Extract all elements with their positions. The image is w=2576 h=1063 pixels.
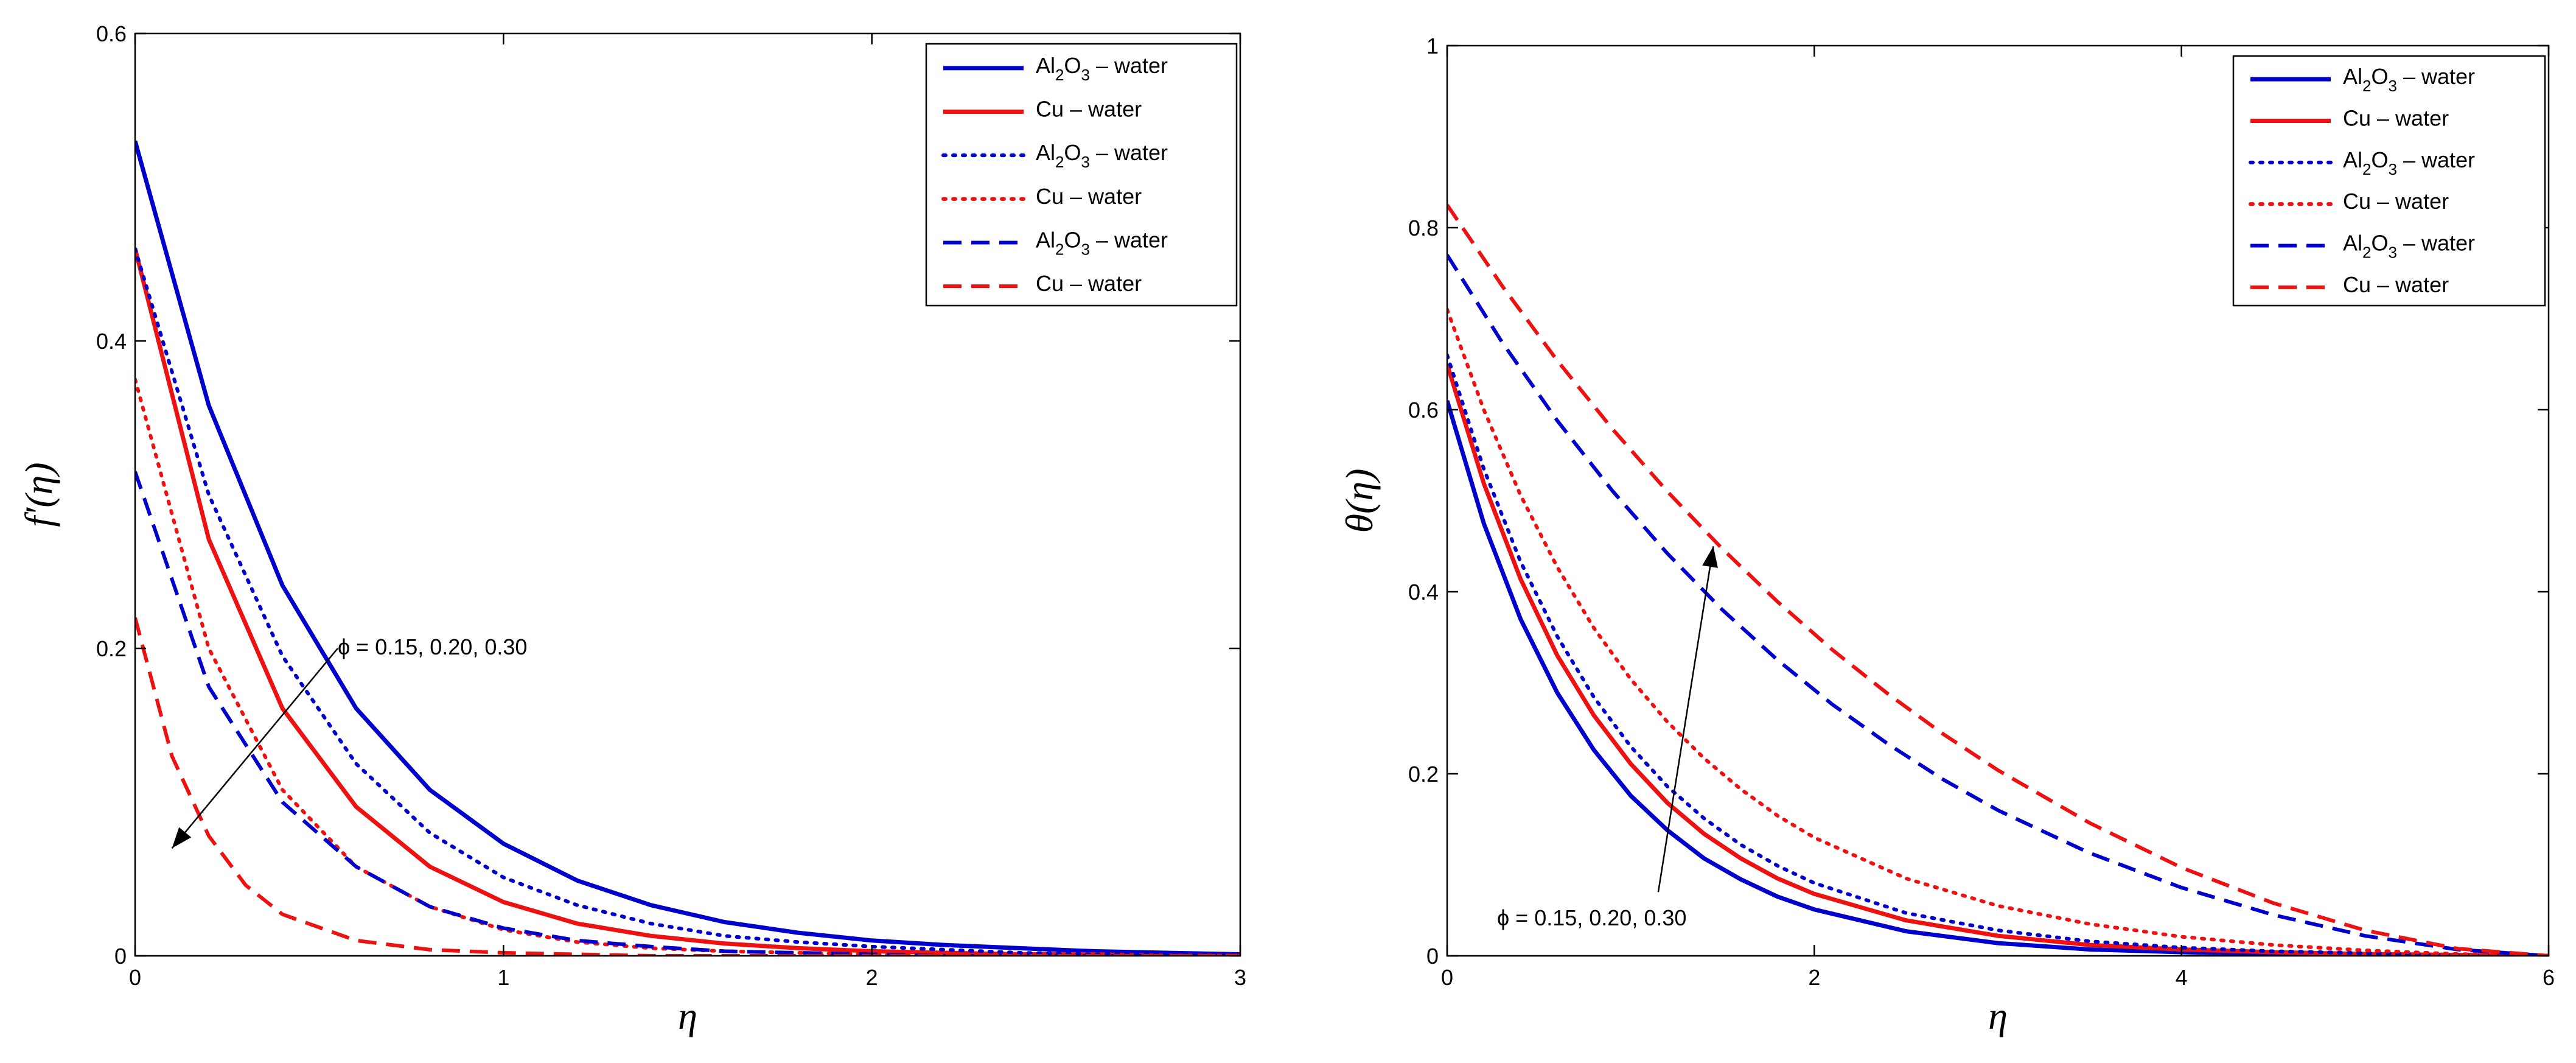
legend-label-5: Al2O3 – water — [1036, 228, 1168, 259]
legend-label-6: Cu – water — [2343, 272, 2449, 297]
x-axis-label: η — [678, 994, 697, 1037]
annotation-arrowhead — [1702, 546, 1718, 568]
y-tick-label: 0.6 — [96, 21, 127, 46]
series-line-4 — [1447, 307, 2549, 956]
x-tick-label: 3 — [1234, 965, 1246, 990]
series-lines — [1447, 203, 2549, 956]
legend: Al2O3 – water Cu – water Al2O3 – water Cu –… — [925, 43, 1238, 307]
series-line-5 — [1447, 254, 2549, 956]
y-tick-label: 0.4 — [96, 329, 127, 354]
y-tick-label: 1 — [1426, 33, 1439, 58]
legend-label-4: Cu – water — [1036, 184, 1142, 209]
legend-box — [2232, 55, 2546, 307]
annotation-text: ϕ = 0.15, 0.20, 0.30 — [338, 634, 527, 659]
x-tick-label: 0 — [1441, 965, 1453, 990]
series-line-1 — [1447, 400, 2549, 956]
series-line-6 — [135, 617, 1240, 956]
x-tick-label: 2 — [1808, 965, 1820, 990]
series-line-3 — [135, 247, 1240, 956]
legend-label-6: Cu – water — [1036, 271, 1142, 296]
y-tick-label: 0.4 — [1408, 580, 1439, 605]
y-tick-label: 0 — [1426, 944, 1439, 969]
y-axis-label: θ(η) — [1338, 469, 1381, 533]
legend-label-3: Al2O3 – water — [2343, 147, 2475, 178]
plot-frame — [1446, 44, 2550, 957]
annotation-arrow — [1657, 546, 1714, 893]
y-tick-label: 0.6 — [1408, 398, 1439, 423]
y-tick-label: 0.2 — [1408, 762, 1439, 787]
legend: Al2O3 – water Cu – water Al2O3 – water Cu –… — [2232, 55, 2546, 307]
y-tick-label: 0.2 — [96, 636, 127, 661]
legend-label-5: Al2O3 – water — [2343, 231, 2475, 262]
series-line-3 — [1447, 353, 2549, 956]
series-line-2 — [135, 248, 1240, 956]
annotation-text: ϕ = 0.15, 0.20, 0.30 — [1497, 905, 1686, 930]
series-line-2 — [1447, 363, 2549, 956]
annotation-arrow — [171, 648, 338, 849]
x-tick-label: 1 — [497, 965, 509, 990]
legend-label-4: Cu – water — [2343, 189, 2449, 214]
legend-label-2: Cu – water — [2343, 106, 2449, 131]
y-tick-label: 0 — [114, 944, 127, 969]
series-line-5 — [135, 471, 1240, 956]
plot-frame — [134, 32, 1241, 957]
y-axis-label: f′(η) — [17, 462, 60, 527]
legend-box — [925, 43, 1238, 307]
y-tick-label: 0.8 — [1408, 216, 1439, 240]
series-line-6 — [1447, 203, 2549, 956]
temperature-profile-chart: 0 2 4 6 0 0.2 0.4 0.6 0.8 1 η θ(η) Al2O3 – water Cu –… — [1338, 33, 2555, 1037]
x-axis-label: η — [1988, 994, 2008, 1037]
legend-label-2: Cu – water — [1036, 97, 1142, 122]
velocity-profile-chart: 0 1 2 3 0 0.2 0.4 0.6 η f′(η) Al2O3 – water Cu – wa… — [17, 21, 1246, 1037]
x-tick-label: 2 — [866, 965, 878, 990]
series-line-1 — [135, 140, 1240, 956]
series-line-4 — [135, 377, 1240, 956]
x-tick-label: 0 — [129, 965, 141, 990]
annotation-arrowhead — [172, 827, 192, 849]
legend-label-1: Al2O3 – water — [2343, 64, 2475, 95]
x-tick-label: 6 — [2543, 965, 2555, 990]
legend-label-3: Al2O3 – water — [1036, 140, 1168, 171]
x-tick-label: 4 — [2176, 965, 2188, 990]
legend-label-1: Al2O3 – water — [1036, 53, 1168, 84]
